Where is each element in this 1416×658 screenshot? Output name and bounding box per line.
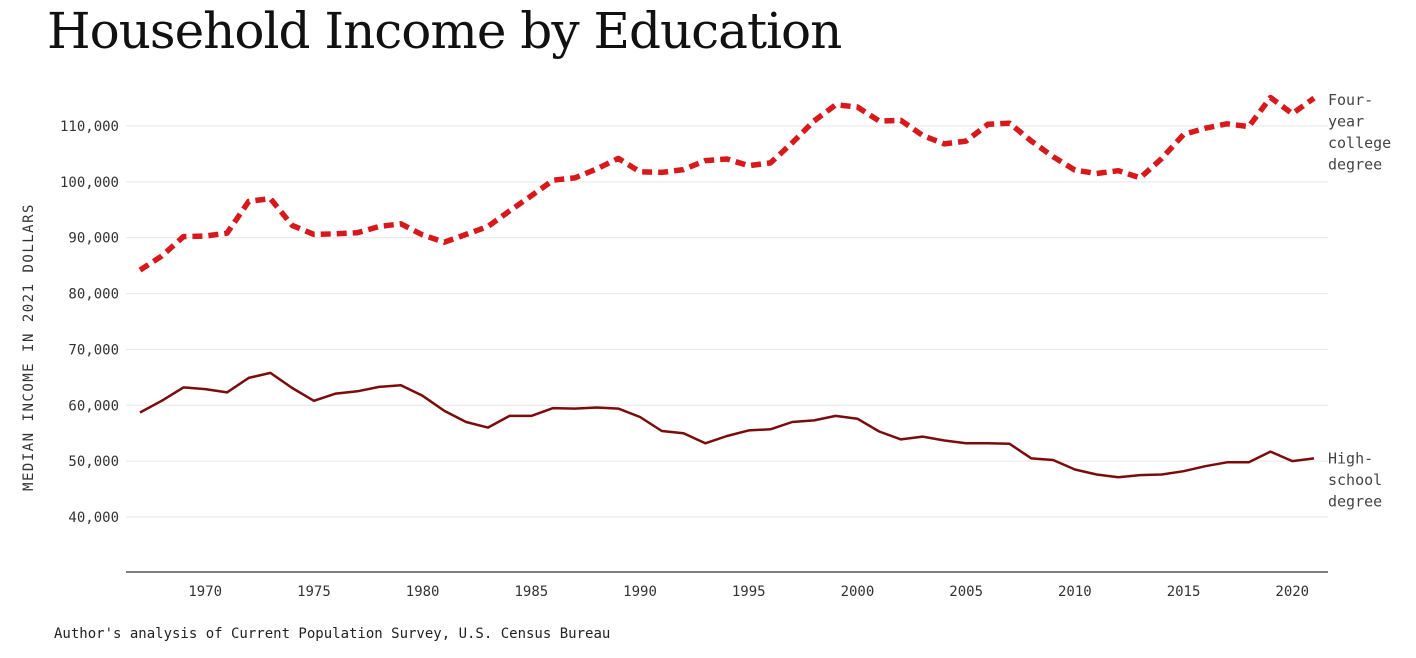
y-tick-label: 60,000 <box>68 398 119 414</box>
series-label-high-school: High-school degree <box>1328 449 1382 510</box>
y-tick-label: 100,000 <box>60 175 119 191</box>
x-tick-label: 1970 <box>188 584 222 600</box>
x-tick-label: 2000 <box>841 584 875 600</box>
x-tick-label: 1990 <box>623 584 657 600</box>
x-tick-label: 2015 <box>1167 584 1201 600</box>
source-note: Author's analysis of Current Population … <box>54 626 611 642</box>
series-lines <box>138 94 1316 479</box>
series-label-line: degree <box>1328 492 1382 510</box>
chart-title: Household Income by Education <box>47 2 842 60</box>
series-label-line: year <box>1328 113 1364 131</box>
y-tick-label: 80,000 <box>68 287 119 303</box>
x-tick-label: 1995 <box>732 584 766 600</box>
y-tick-label: 70,000 <box>68 342 119 358</box>
series-line-four-year-college <box>138 94 1316 273</box>
x-tick-label: 1985 <box>514 584 548 600</box>
x-tick-label: 2005 <box>949 584 983 600</box>
x-axis-ticks: 1970 1975 1980 1985 1990 1995 2000 2005 2010 2015… <box>188 584 1309 600</box>
x-tick-label: 2010 <box>1058 584 1092 600</box>
series-labels: Four-year college degree High-school degree <box>1328 91 1391 510</box>
y-tick-label: 90,000 <box>68 231 119 247</box>
series-label-line: college <box>1328 134 1391 152</box>
series-label-line: school <box>1328 471 1382 489</box>
x-tick-label: 1980 <box>406 584 440 600</box>
series-line-high-school <box>139 371 1315 479</box>
y-tick-label: 50,000 <box>68 454 119 470</box>
y-tick-label: 40,000 <box>68 510 119 526</box>
y-tick-label: 110,000 <box>60 119 119 135</box>
series-label-four-year-college: Four-year college degree <box>1328 91 1391 174</box>
gridlines <box>126 125 1328 518</box>
y-axis-ticks: 40,000 50,000 60,000 70,000 80,000 90,000 100,… <box>60 119 119 526</box>
series-label-line: degree <box>1328 156 1382 174</box>
series-label-line: High- <box>1328 449 1373 467</box>
series-label-line: Four- <box>1328 91 1373 109</box>
x-tick-label: 2020 <box>1275 584 1309 600</box>
x-tick-label: 1975 <box>297 584 331 600</box>
y-axis-title: MEDIAN INCOME IN 2021 DOLLARS <box>21 203 37 491</box>
